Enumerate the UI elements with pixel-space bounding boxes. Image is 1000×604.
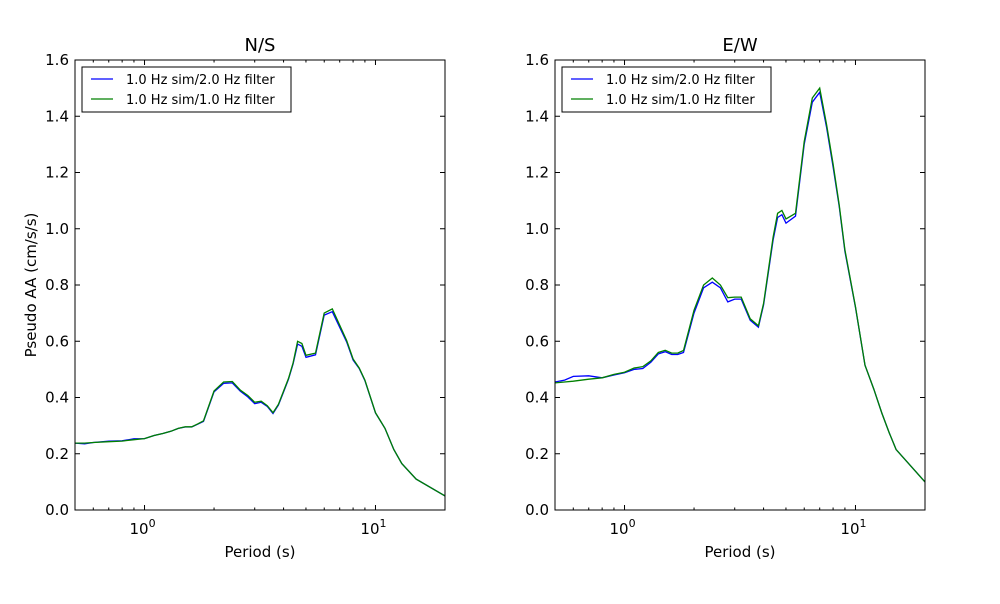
ns-xlabel: Period (s) (224, 543, 295, 561)
y-tick-label: 0.0 (525, 501, 549, 519)
ew-title: E/W (722, 35, 757, 56)
y-tick-label: 1.2 (45, 164, 69, 182)
y-tick-label: 0.2 (45, 445, 69, 463)
y-tick-label: 0.2 (525, 445, 549, 463)
legend-box (81, 66, 292, 113)
x-tick-label: 100 (609, 517, 635, 538)
y-tick-label: 1.0 (525, 220, 549, 238)
axes-frame (74, 59, 446, 511)
y-tick-label: 0.0 (45, 501, 69, 519)
x-tick-label: 100 (129, 517, 155, 538)
ns-panel: N/S Period (s) Pseudo AA (cm/s/s) 0.0 0.2… (22, 35, 446, 561)
y-tick-label: 0.4 (525, 389, 549, 407)
x-tick-label: 101 (360, 517, 386, 538)
y-tick-label: 1.4 (525, 107, 549, 125)
series-line-2 (75, 308, 446, 497)
y-tick-label: 1.0 (45, 220, 69, 238)
ns-ylabel: Pseudo AA (cm/s/s) (22, 213, 40, 358)
y-tick-label: 1.4 (45, 107, 69, 125)
ew-panel: E/W Period (s) 0.0 0.2 0.4 0.6 0.8 1.0 1.2 1.4 1… (525, 35, 926, 561)
y-tick-label: 0.6 (525, 332, 549, 350)
y-tick-label: 0.6 (45, 332, 69, 350)
legend: 1.0 Hz sim/2.0 Hz filter 1.0 Hz sim/1.0 H… (81, 66, 292, 113)
legend: 1.0 Hz sim/2.0 Hz filter 1.0 Hz sim/1.0 H… (561, 66, 772, 113)
x-tick-label: 101 (840, 517, 866, 538)
legend-label: 1.0 Hz sim/2.0 Hz filter (126, 73, 275, 88)
ew-xlabel: Period (s) (704, 543, 775, 561)
legend-box (561, 66, 772, 113)
series-line-1 (74, 310, 446, 497)
y-tick-label: 0.4 (45, 389, 69, 407)
y-tick-label: 0.8 (45, 276, 69, 294)
y-tick-label: 1.6 (45, 51, 69, 69)
legend-label: 1.0 Hz sim/1.0 Hz filter (606, 93, 755, 108)
y-tick-label: 1.2 (525, 164, 549, 182)
axes-frame (554, 59, 926, 511)
y-tick-label: 1.6 (525, 51, 549, 69)
ns-title: N/S (245, 35, 276, 56)
series-line-2 (554, 86, 926, 483)
y-tick-label: 0.8 (525, 276, 549, 294)
series-line-1 (554, 90, 926, 483)
legend-label: 1.0 Hz sim/2.0 Hz filter (606, 73, 755, 88)
legend-label: 1.0 Hz sim/1.0 Hz filter (126, 93, 275, 108)
